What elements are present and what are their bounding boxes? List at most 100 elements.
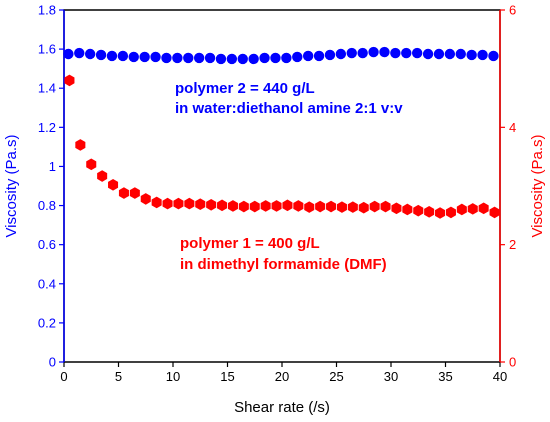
- data-point: [129, 187, 140, 199]
- left-y-tick-label: 0.8: [38, 198, 56, 213]
- data-point: [74, 47, 85, 59]
- data-point: [193, 52, 205, 64]
- data-point: [259, 52, 270, 64]
- x-tick-label: 25: [329, 369, 343, 384]
- data-point: [445, 206, 456, 219]
- data-point: [249, 200, 260, 213]
- x-axis: 0 5 10 15 20 25 30 35 40: [60, 362, 507, 384]
- data-point: [315, 200, 326, 213]
- left-y-tick-label: 0.6: [38, 237, 56, 252]
- data-point: [368, 46, 379, 58]
- data-point: [433, 48, 445, 60]
- data-point: [151, 196, 162, 209]
- data-point: [139, 51, 150, 63]
- x-tick-label: 20: [275, 369, 289, 384]
- data-point: [346, 47, 357, 59]
- series-polymer-1: [64, 74, 500, 219]
- data-point: [128, 51, 139, 63]
- annotation-polymer1-solvent: in dimethyl formamide (DMF): [180, 256, 387, 273]
- data-point: [271, 200, 282, 212]
- data-point: [226, 53, 238, 65]
- series-polymer-2: [63, 46, 499, 65]
- series-layer: [63, 46, 500, 219]
- data-point: [248, 53, 259, 65]
- annotation-polymer2-concentration: polymer 2 = 440 g/L: [175, 80, 315, 97]
- data-point: [106, 50, 118, 62]
- annotation-polymer2-solvent: in water:diethanol amine 2:1 v:v: [175, 100, 403, 117]
- data-point: [84, 48, 96, 60]
- x-tick-label: 5: [115, 369, 122, 384]
- data-point: [347, 201, 358, 213]
- data-point: [172, 52, 183, 64]
- left-y-tick-label: 0: [49, 355, 56, 370]
- right-y-axis-title: Viscosity (Pa.s): [529, 134, 546, 237]
- data-point: [413, 204, 424, 217]
- data-point: [108, 179, 119, 191]
- data-point: [478, 202, 489, 215]
- data-point: [204, 52, 216, 64]
- left-y-tick-label: 1: [49, 159, 56, 174]
- data-point: [118, 187, 129, 199]
- x-tick-label: 30: [384, 369, 398, 384]
- left-y-axis: 0 0.2 0.4 0.6 0.8 1 1.2 1.4 1.6 1.8: [38, 3, 65, 370]
- data-point: [379, 46, 390, 58]
- data-point: [237, 53, 248, 65]
- right-y-tick-label: 4: [509, 120, 516, 135]
- data-point: [335, 48, 347, 60]
- data-point: [86, 158, 97, 171]
- data-point: [97, 170, 108, 182]
- data-point: [63, 48, 74, 60]
- left-y-tick-label: 1.6: [38, 42, 56, 57]
- data-point: [64, 74, 75, 87]
- data-point: [326, 200, 337, 213]
- data-point: [95, 49, 107, 61]
- data-point: [313, 50, 325, 62]
- data-point: [195, 198, 206, 210]
- data-point: [422, 48, 434, 60]
- data-point: [140, 193, 151, 205]
- data-point: [217, 199, 228, 212]
- data-point: [293, 200, 304, 212]
- data-point: [489, 206, 500, 219]
- data-point: [117, 50, 129, 62]
- data-point: [215, 53, 227, 65]
- data-point: [369, 200, 380, 213]
- right-y-tick-label: 2: [509, 237, 516, 252]
- data-point: [336, 201, 347, 213]
- right-y-tick-label: 6: [509, 3, 516, 18]
- data-point: [184, 197, 195, 210]
- left-y-axis-title: Viscosity (Pa.s): [3, 134, 20, 237]
- x-axis-title: Shear rate (/s): [234, 399, 330, 416]
- data-point: [292, 51, 303, 63]
- data-point: [173, 197, 184, 210]
- data-point: [455, 48, 466, 60]
- data-point: [401, 47, 412, 59]
- data-point: [206, 198, 217, 211]
- data-point: [391, 202, 402, 215]
- data-point: [424, 206, 435, 218]
- left-y-tick-label: 1.4: [38, 81, 56, 96]
- data-point: [357, 47, 368, 59]
- x-tick-label: 0: [60, 369, 67, 384]
- data-point: [302, 50, 314, 62]
- data-point: [380, 200, 391, 213]
- right-y-tick-label: 0: [509, 355, 516, 370]
- data-point: [467, 203, 478, 215]
- x-tick-label: 35: [438, 369, 452, 384]
- x-tick-label: 40: [493, 369, 507, 384]
- plot-frame: [63, 9, 501, 363]
- right-y-axis: 0 2 4 6: [499, 3, 516, 370]
- data-point: [281, 52, 292, 64]
- data-point: [402, 203, 413, 216]
- data-point: [162, 197, 173, 210]
- data-point: [260, 200, 271, 212]
- left-y-tick-label: 1.2: [38, 120, 56, 135]
- x-tick-label: 10: [166, 369, 180, 384]
- x-tick-label: 15: [220, 369, 234, 384]
- data-point: [161, 52, 172, 64]
- data-point: [411, 47, 423, 59]
- data-point: [435, 207, 446, 219]
- data-point: [270, 52, 281, 64]
- data-point: [282, 199, 293, 212]
